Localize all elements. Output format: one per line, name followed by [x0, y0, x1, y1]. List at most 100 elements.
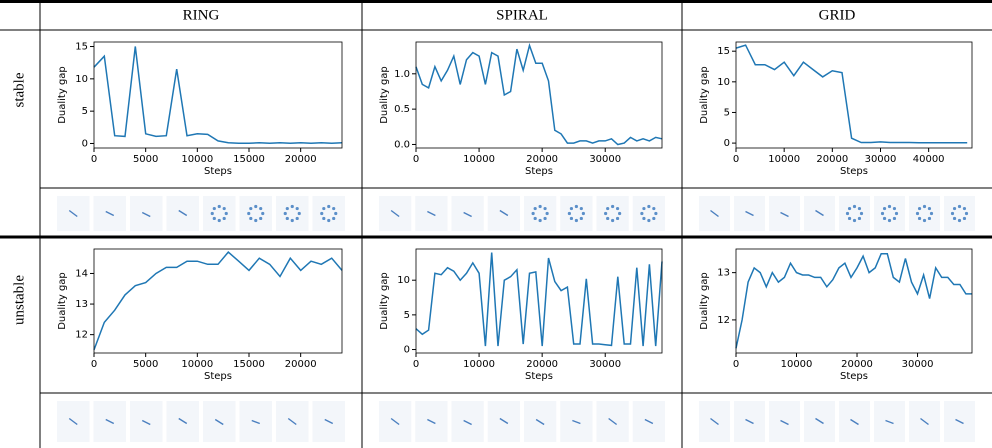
sample-stroke — [850, 418, 859, 426]
x-tick-label: 30000 — [902, 359, 934, 370]
sample-dot — [533, 216, 537, 221]
sample-dot — [545, 211, 549, 216]
y-axis-label: Duality gap — [57, 66, 68, 124]
sample-thumbnail — [839, 196, 870, 231]
sample-dot — [217, 204, 221, 209]
sample-thumbnail — [130, 196, 163, 231]
sample-dot — [618, 211, 622, 216]
sample-dot — [611, 218, 615, 223]
x-tick-label: 10000 — [181, 359, 213, 370]
sample-dot — [845, 211, 850, 216]
sample-dot — [894, 211, 899, 216]
sample-dot — [640, 211, 644, 216]
y-tick-label: 0.5 — [394, 104, 410, 115]
sample-stroke — [68, 209, 78, 218]
sample-dot — [606, 206, 610, 211]
sample-dot — [604, 211, 608, 216]
x-tick-label: 10000 — [463, 154, 495, 165]
sample-dot — [567, 211, 571, 216]
sample-dot — [254, 204, 258, 209]
sample-dot — [615, 216, 620, 221]
sample-thumbnail — [596, 196, 629, 231]
sample-dot — [962, 216, 967, 221]
sample-dot — [533, 206, 537, 211]
sample-dot — [606, 216, 610, 221]
sample-dot — [222, 216, 226, 221]
sample-dot — [927, 216, 932, 221]
sample-dot — [857, 206, 862, 211]
sample-dot — [647, 218, 651, 223]
sample-dot — [290, 204, 294, 209]
sample-stroke — [105, 418, 115, 425]
x-axis-label: Steps — [204, 371, 232, 382]
sample-stroke — [390, 417, 400, 426]
sample-dot — [615, 206, 620, 211]
sample-dot — [569, 216, 574, 221]
sample-dot — [210, 211, 214, 216]
sample-dot — [322, 216, 326, 221]
y-tick-label: 1.0 — [394, 69, 410, 80]
line-series — [93, 46, 343, 144]
sample-dot — [927, 206, 932, 211]
sample-dot — [224, 211, 228, 216]
sample-stroke — [141, 419, 151, 426]
sample-stroke — [885, 419, 894, 425]
column-header: SPIRAL — [496, 7, 548, 23]
x-axis-label: Steps — [840, 166, 868, 177]
sample-dot — [929, 211, 934, 216]
sample-dot — [249, 206, 253, 211]
sample-dot — [259, 216, 263, 221]
y-tick-label: 5 — [82, 106, 88, 117]
sample-thumbnail — [451, 196, 484, 231]
sample-dot — [922, 218, 927, 223]
y-axis-label: Duality gap — [57, 272, 68, 330]
sample-thumbnail — [239, 196, 272, 231]
plot-frame — [93, 41, 343, 149]
sample-dot — [892, 206, 897, 211]
y-tick-label: 0.0 — [394, 139, 410, 150]
x-axis-label: Steps — [840, 371, 868, 382]
y-tick-label: 15 — [75, 42, 88, 53]
sample-stroke — [608, 417, 618, 426]
x-tick-label: 0 — [413, 359, 419, 370]
sample-stroke — [68, 417, 78, 426]
sample-dot — [922, 204, 927, 209]
sample-dot — [847, 216, 852, 221]
x-tick-label: 30000 — [589, 359, 621, 370]
x-tick-label: 20000 — [285, 359, 317, 370]
sample-stroke — [287, 417, 297, 426]
y-tick-label: 12 — [717, 315, 730, 326]
y-tick-label: 5 — [404, 310, 410, 321]
sample-thumbnail — [524, 196, 557, 231]
sample-dot — [322, 206, 326, 211]
sample-dot — [880, 211, 885, 216]
y-tick-label: 13 — [75, 299, 88, 310]
x-tick-label: 30000 — [865, 154, 897, 165]
line-series — [415, 42, 663, 146]
sample-thumbnail — [944, 196, 975, 231]
sample-dot — [212, 206, 216, 211]
sample-stroke — [780, 211, 789, 218]
column-header: GRID — [819, 7, 856, 23]
x-tick-label: 10000 — [781, 359, 813, 370]
sample-thumbnail — [632, 196, 665, 231]
sample-dot — [259, 206, 263, 211]
sample-stroke — [572, 419, 581, 425]
sample-dot — [852, 204, 857, 209]
sample-stroke — [745, 418, 754, 425]
sample-stroke — [463, 419, 472, 426]
sample-stroke — [644, 418, 654, 425]
y-tick-label: 12 — [75, 330, 88, 341]
sample-thumbnail — [276, 196, 309, 231]
sample-dot — [915, 211, 920, 216]
sample-stroke — [499, 209, 509, 217]
sample-dot — [962, 206, 967, 211]
sample-dot — [654, 211, 658, 216]
sample-dot — [222, 206, 226, 211]
x-tick-label: 10000 — [181, 154, 213, 165]
x-tick-label: 0 — [91, 359, 97, 370]
y-tick-label: 13 — [717, 268, 730, 279]
sample-dot — [569, 206, 574, 211]
x-tick-label: 0 — [733, 359, 739, 370]
sample-dot — [887, 218, 892, 223]
